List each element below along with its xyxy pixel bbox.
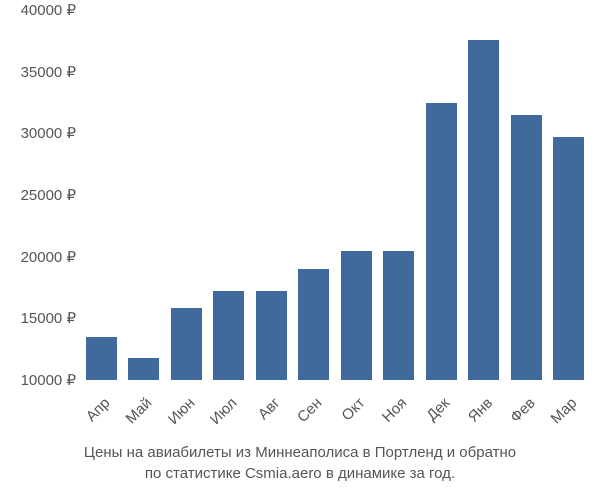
chart-caption: Цены на авиабилеты из Миннеаполиса в Пор…	[0, 442, 600, 484]
bar	[341, 251, 372, 381]
x-tick-label: Авг	[255, 394, 284, 423]
y-axis: 10000 ₽15000 ₽20000 ₽25000 ₽30000 ₽35000…	[0, 10, 80, 380]
x-tick-label: Май	[123, 394, 156, 427]
x-tick-label: Сен	[294, 394, 325, 425]
y-tick-label: 30000 ₽	[21, 124, 76, 142]
bar	[213, 291, 244, 380]
x-tick-label: Июн	[165, 394, 198, 427]
bar	[171, 308, 202, 380]
x-axis: Апр Май Июн Июл Авг Сен Окт Ноя Дек Янв Фев Мар	[80, 380, 590, 450]
bar	[553, 137, 584, 380]
bar	[383, 251, 414, 381]
bar	[298, 269, 329, 380]
y-tick-label: 35000 ₽	[21, 63, 76, 81]
caption-line-2: по статистике Csmia.aero в динамике за г…	[145, 465, 455, 482]
x-tick-label: Мар	[548, 394, 581, 427]
y-tick-label: 15000 ₽	[21, 309, 76, 327]
y-tick-label: 20000 ₽	[21, 248, 76, 266]
caption-line-1: Цены на авиабилеты из Миннеаполиса в Пор…	[84, 444, 516, 461]
bar	[511, 115, 542, 380]
x-tick-label: Фев	[507, 394, 539, 426]
bar	[86, 337, 117, 380]
bar	[468, 40, 499, 380]
x-tick-label: Ноя	[379, 394, 410, 425]
x-tick-label: Апр	[83, 394, 114, 425]
y-tick-label: 10000 ₽	[21, 371, 76, 389]
y-tick-label: 40000 ₽	[21, 1, 76, 19]
y-tick-label: 25000 ₽	[21, 186, 76, 204]
bar	[256, 291, 287, 380]
x-tick-label: Дек	[424, 394, 454, 424]
bar	[128, 358, 159, 380]
x-tick-label: Окт	[338, 394, 368, 424]
bar	[426, 103, 457, 381]
x-tick-label: Янв	[465, 394, 496, 425]
chart-container: 10000 ₽ 15000 ₽ 20000 ₽ 25000 ₽ 30000 ₽ 35000…	[0, 0, 600, 500]
x-tick-label: Июл	[207, 394, 241, 428]
plot-area	[80, 10, 590, 380]
